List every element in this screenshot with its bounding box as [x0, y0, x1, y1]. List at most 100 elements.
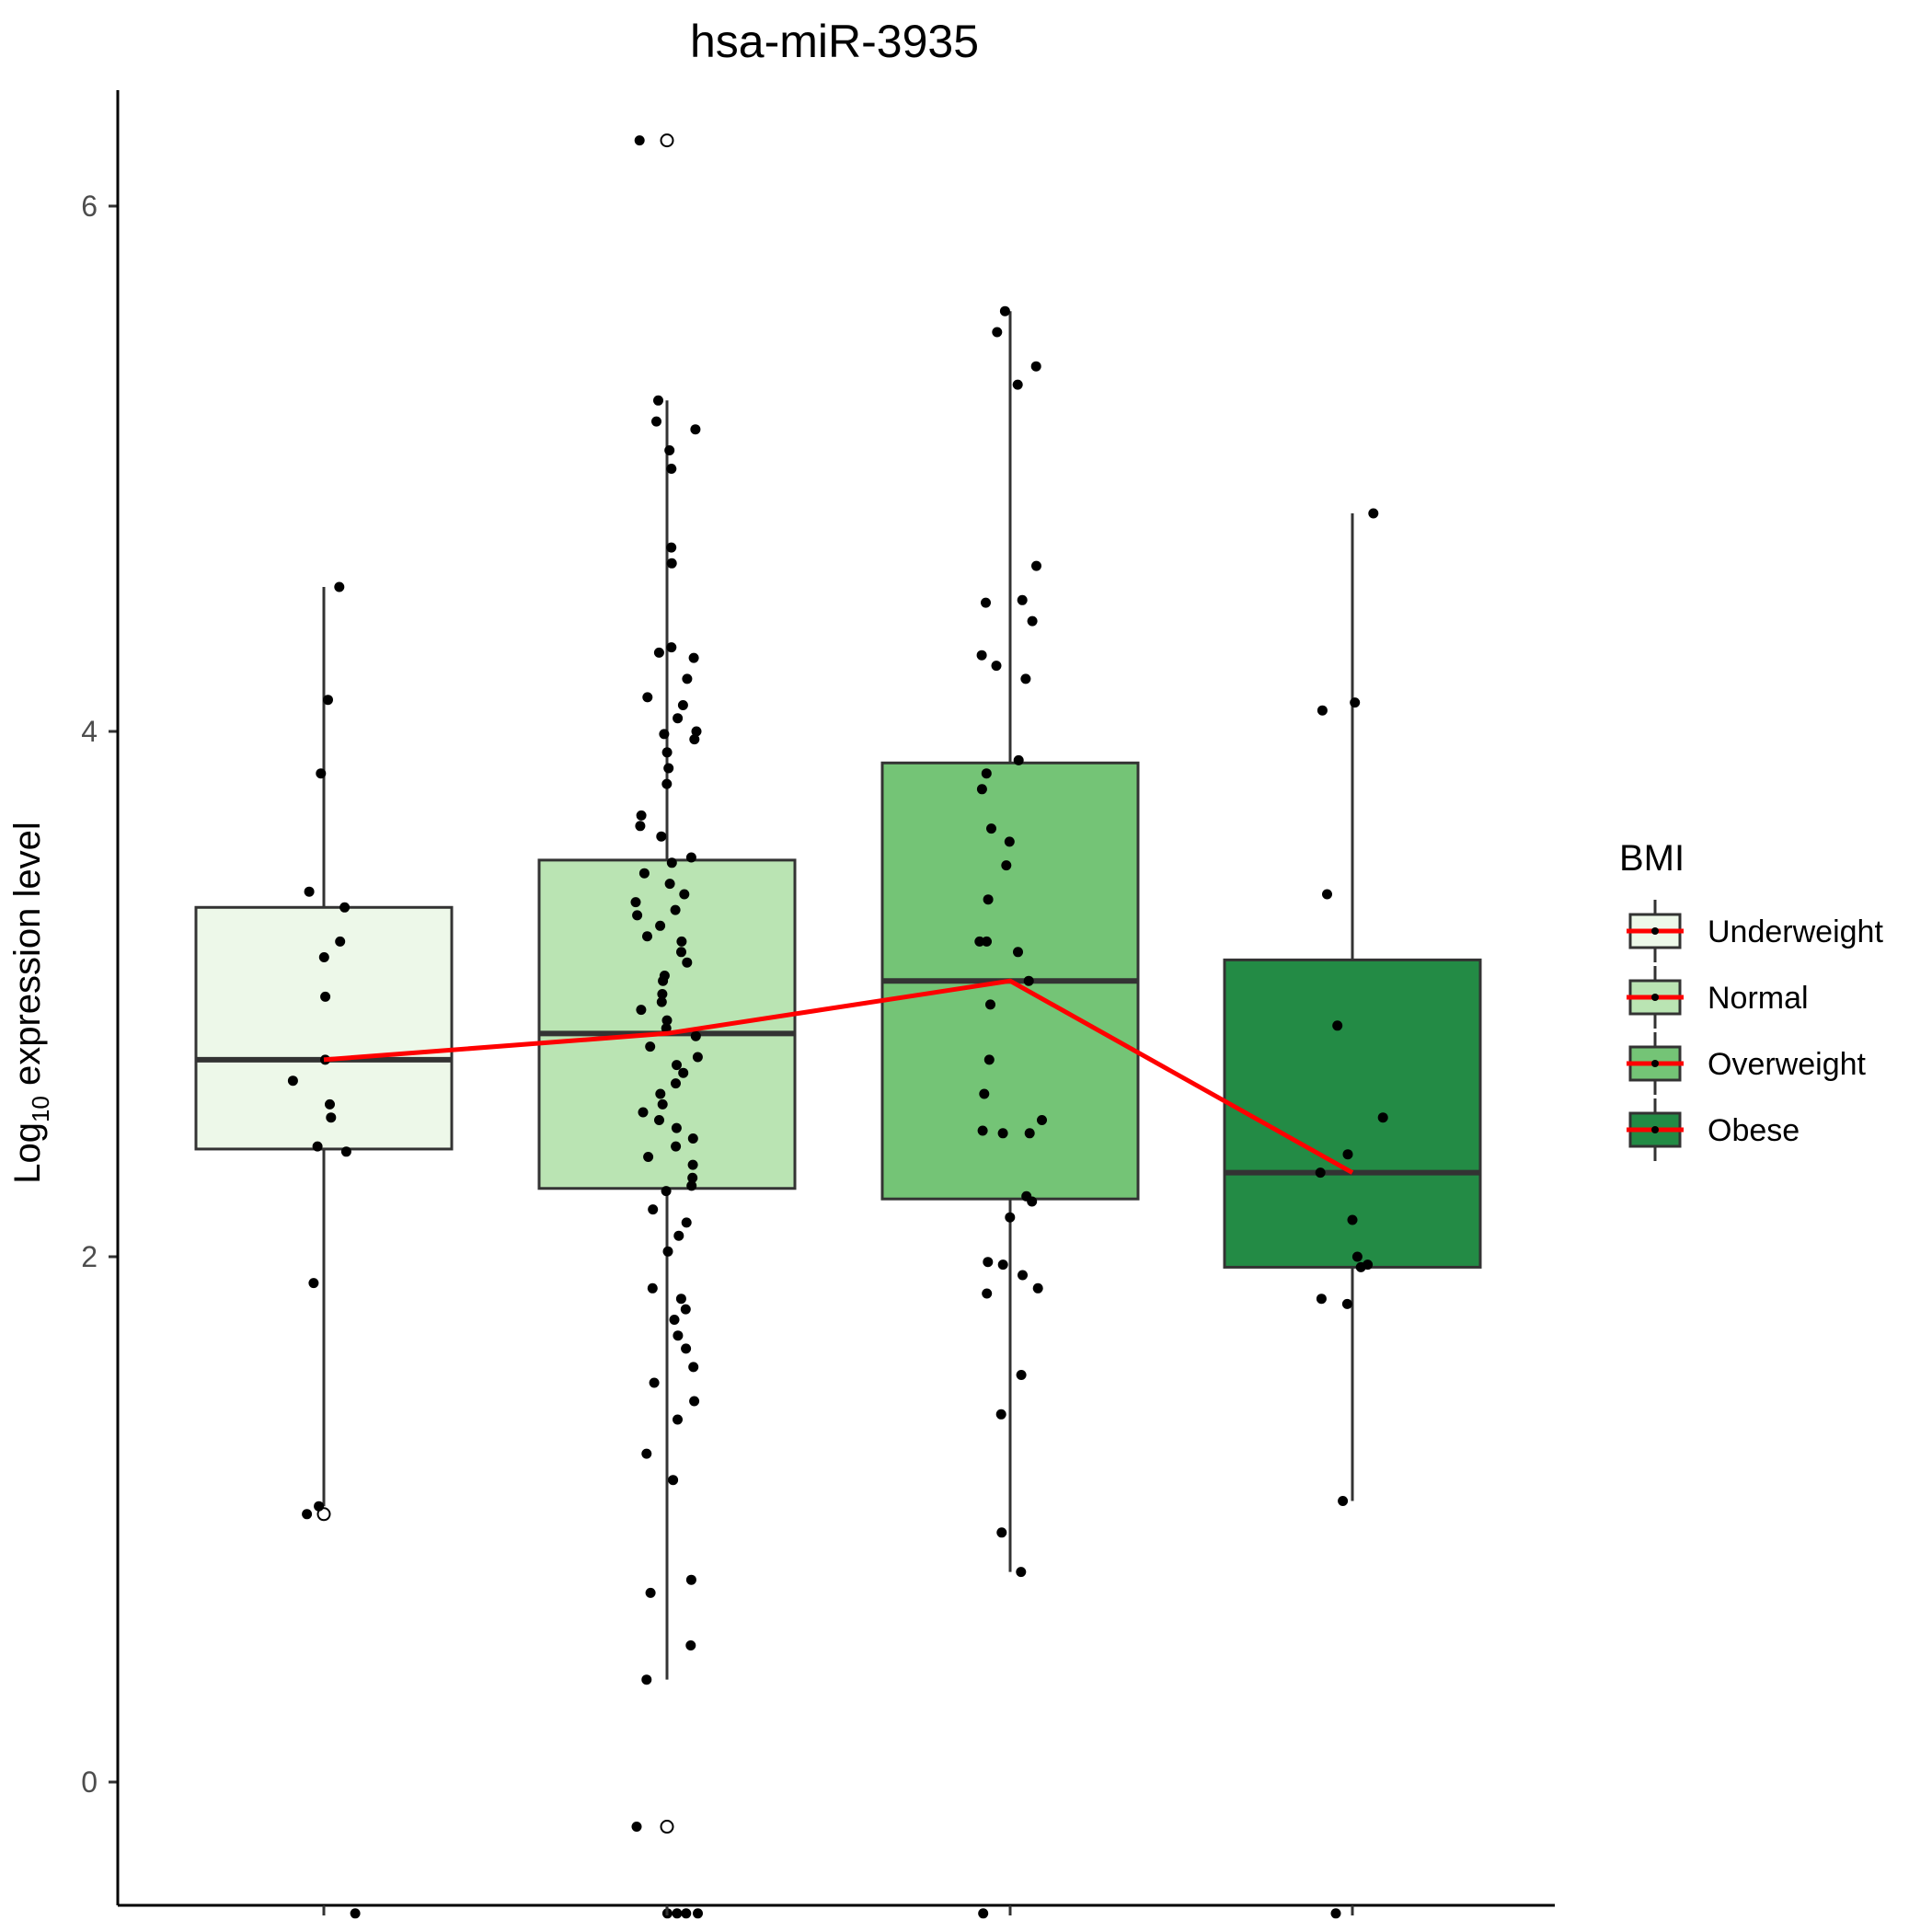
data-point [1315, 1167, 1326, 1179]
data-point [688, 1362, 699, 1373]
data-point [689, 734, 700, 745]
data-point [685, 1640, 696, 1650]
legend-label: Overweight [1708, 1047, 1867, 1082]
data-point [1350, 697, 1361, 708]
data-point [642, 692, 653, 703]
median-trend-line [323, 978, 1354, 1175]
data-point [653, 647, 664, 658]
data-point [670, 904, 681, 915]
data-point [1005, 1212, 1016, 1223]
data-point [325, 1098, 335, 1110]
data-point [976, 650, 987, 661]
data-point [691, 726, 702, 737]
data-point [1316, 1294, 1327, 1305]
data-point [656, 996, 667, 1007]
legend-title: BMI [1619, 838, 1685, 879]
data-point [1017, 594, 1028, 605]
data-point [318, 952, 329, 962]
data-point [1024, 1128, 1035, 1139]
data-point [673, 713, 684, 724]
y-tick-label: 4 [81, 715, 98, 748]
data-point [688, 652, 699, 663]
data-point [976, 784, 987, 795]
data-point [666, 542, 677, 553]
data-point [334, 581, 345, 592]
data-point [304, 886, 315, 897]
data-point [673, 1414, 683, 1425]
data-point [1012, 379, 1023, 390]
data-point [673, 1330, 684, 1341]
y-axis-title-rest: expression level [7, 822, 48, 1096]
data-point [1317, 705, 1328, 716]
data-point [687, 1133, 698, 1144]
data-point [655, 1088, 666, 1099]
data-point [681, 1217, 692, 1228]
data-point [675, 1294, 686, 1305]
data-point [995, 1409, 1006, 1420]
data-point [631, 1822, 642, 1832]
data-point [1027, 1196, 1038, 1207]
data-point [340, 1146, 351, 1157]
data-point [648, 1204, 659, 1215]
data-point [979, 1088, 990, 1099]
data-point [676, 947, 686, 958]
data-point [1368, 508, 1379, 519]
legend: BMI Underweight Normal Overweight Obese [1619, 838, 1883, 1161]
legend-label: Underweight [1708, 914, 1883, 949]
data-point [636, 810, 647, 821]
data-point [690, 424, 701, 435]
y-tick-label: 2 [81, 1240, 98, 1273]
data-point [1032, 1282, 1043, 1294]
data-point [985, 999, 995, 1010]
box-iqr [194, 905, 454, 1151]
data-point [1027, 615, 1038, 627]
y-axis-title-subscript: 10 [27, 1096, 54, 1122]
data-point [308, 1278, 319, 1289]
data-point [1023, 975, 1034, 986]
data-point [981, 597, 991, 608]
data-point [997, 1128, 1008, 1139]
data-point [668, 1475, 679, 1486]
data-point [641, 1674, 652, 1685]
data-point [991, 661, 1002, 672]
data-point [645, 1041, 656, 1052]
outlier-point [660, 133, 674, 148]
data-point [638, 868, 650, 879]
data-point [316, 768, 327, 779]
data-point [636, 1005, 647, 1016]
data-point [1013, 947, 1023, 958]
data-point [323, 695, 333, 706]
box-underweight [194, 586, 454, 1522]
data-point [672, 1060, 682, 1071]
data-point [661, 747, 673, 758]
data-point [657, 989, 668, 999]
y-tick-label: 6 [81, 190, 98, 223]
data-point [1332, 1020, 1343, 1031]
data-point [632, 910, 643, 921]
data-point [682, 957, 693, 968]
legend-item-overweight: Overweight [1627, 1032, 1867, 1095]
data-point [647, 1282, 658, 1294]
legend-item-underweight: Underweight [1627, 900, 1883, 962]
data-point [642, 931, 652, 942]
data-point [982, 936, 992, 947]
data-point [669, 1315, 680, 1325]
outlier-point [660, 1820, 674, 1834]
data-point [1347, 1214, 1358, 1225]
data-point [992, 327, 1003, 338]
data-point [983, 1054, 995, 1065]
data-point [630, 897, 641, 908]
data-point [649, 1377, 660, 1388]
legend-key-point [1651, 1060, 1659, 1067]
data-point [978, 1908, 989, 1919]
data-point [1322, 889, 1332, 900]
data-point [671, 1141, 682, 1152]
legend-key-point [1651, 927, 1659, 935]
data-point [662, 1246, 673, 1257]
data-point [635, 821, 646, 832]
data-point [1341, 1298, 1352, 1309]
data-point [287, 1075, 298, 1087]
data-point [693, 1908, 703, 1919]
data-point [671, 1078, 681, 1089]
